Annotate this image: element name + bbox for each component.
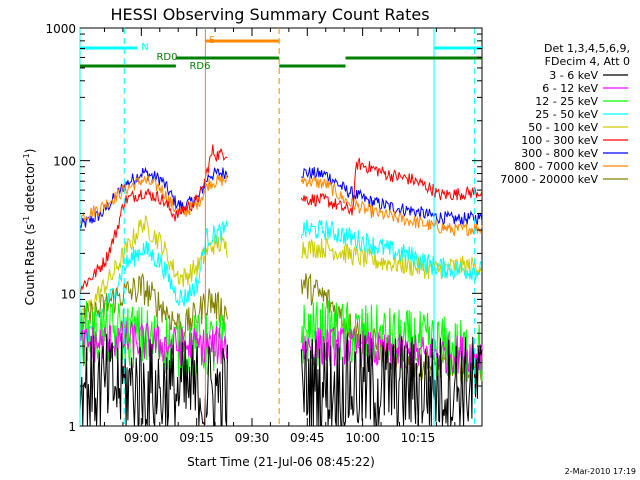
series-line-100to300keV (300, 157, 483, 216)
chart-title: HESSI Observing Summary Count Rates (110, 5, 429, 24)
y-axis-label-part: ) (23, 149, 37, 154)
series-line-100to300keV (79, 144, 228, 295)
series-line-12to25keV (300, 299, 483, 382)
y-tick-label: 10 (61, 287, 76, 301)
x-axis-label: Start Time (21-Jul-06 08:45:22) (187, 455, 375, 469)
flag-label-rd6: RD6 (189, 61, 210, 72)
x-tick-label: 09:30 (235, 431, 270, 445)
x-tick-label: 09:45 (290, 431, 325, 445)
y-axis-label-sup: -1 (22, 153, 31, 161)
legend-label: 800 - 7000 keV (514, 160, 598, 173)
series-line-50to100keV (301, 237, 483, 280)
series-line-800to7000keV (79, 173, 228, 224)
x-tick-label: 10:15 (401, 431, 436, 445)
legend-label: 7000 - 20000 keV (500, 173, 598, 186)
series-line-6to12keV (300, 327, 483, 374)
y-tick-label: 100 (53, 155, 76, 169)
y-axis-label: Count Rate (s-1 detector-1) (22, 149, 37, 306)
flag-label-rd0: RD0 (156, 52, 177, 63)
series-line-3to6keV (79, 333, 228, 427)
y-tick-label: 1 (68, 420, 76, 434)
x-tick-label: 10:00 (345, 431, 380, 445)
legend-label: 3 - 6 keV (549, 69, 598, 82)
series-line-6to12keV (79, 320, 228, 366)
y-axis-label-sup: -1 (22, 216, 31, 224)
legend-label: 300 - 800 keV (521, 147, 598, 160)
legend-label: 50 - 100 keV (528, 121, 598, 134)
legend-label: 25 - 50 keV (535, 108, 598, 121)
x-tick-label: 09:15 (179, 431, 214, 445)
legend-label: 100 - 300 keV (521, 134, 598, 147)
series-line-25to50keV (300, 219, 483, 281)
legend-label: 6 - 12 keV (542, 82, 598, 95)
legend-header-line-1: Det 1,3,4,5,6,9, (544, 42, 630, 55)
legend-header-line-2: FDecim 4, Att 0 (545, 55, 630, 68)
y-axis-label-part: detector (23, 161, 37, 216)
series-line-800to7000keV (300, 176, 483, 237)
series-line-3to6keV (300, 333, 483, 427)
legend-label: 12 - 25 keV (535, 95, 598, 108)
data-series-group (79, 144, 483, 427)
flag-label-saa: S (209, 35, 215, 46)
x-tick-label: 09:00 (124, 431, 159, 445)
series-line-12to25keV (79, 300, 228, 379)
series-line-7000to20000keV (79, 272, 228, 341)
footer-date: 2-Mar-2010 17:19 (565, 467, 636, 476)
y-axis-label-part: Count Rate (s (23, 224, 37, 306)
y-tick-label: 1000 (45, 22, 76, 36)
flag-label-night: N (141, 42, 148, 53)
